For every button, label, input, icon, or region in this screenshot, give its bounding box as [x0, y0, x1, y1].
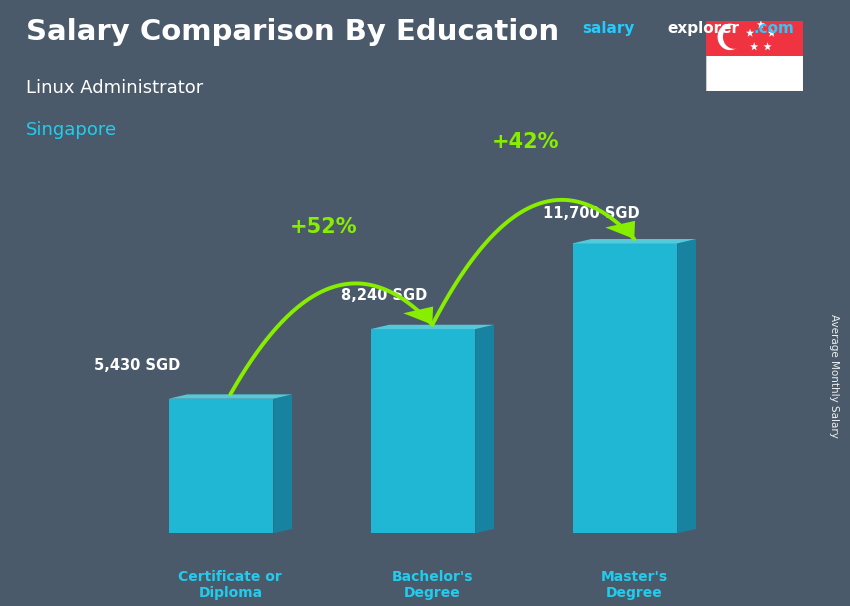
Polygon shape [573, 239, 696, 244]
Text: salary: salary [582, 21, 635, 36]
Polygon shape [573, 244, 677, 533]
Text: Singapore: Singapore [26, 121, 116, 139]
Circle shape [723, 25, 745, 48]
Polygon shape [763, 42, 772, 50]
Text: Certificate or
Diploma: Certificate or Diploma [178, 570, 282, 600]
Text: Master's
Degree: Master's Degree [601, 570, 668, 600]
Text: 5,430 SGD: 5,430 SGD [94, 358, 180, 373]
Text: .com: .com [754, 21, 795, 36]
Polygon shape [768, 28, 776, 37]
Text: +52%: +52% [290, 218, 358, 238]
Polygon shape [756, 20, 765, 28]
Polygon shape [717, 24, 742, 50]
Text: Salary Comparison By Education: Salary Comparison By Education [26, 18, 558, 46]
Polygon shape [475, 325, 494, 533]
Polygon shape [605, 221, 635, 239]
Text: 11,700 SGD: 11,700 SGD [542, 206, 639, 221]
Polygon shape [371, 325, 494, 329]
Text: +42%: +42% [492, 132, 559, 152]
Polygon shape [751, 42, 758, 50]
Text: Linux Administrator: Linux Administrator [26, 79, 203, 97]
Text: explorer: explorer [667, 21, 740, 36]
Polygon shape [168, 395, 292, 399]
Text: Average Monthly Salary: Average Monthly Salary [829, 314, 839, 438]
Polygon shape [706, 21, 803, 56]
Polygon shape [403, 307, 434, 325]
Text: 8,240 SGD: 8,240 SGD [341, 288, 427, 303]
Text: Bachelor's
Degree: Bachelor's Degree [392, 570, 473, 600]
Polygon shape [168, 399, 274, 533]
Polygon shape [706, 21, 803, 91]
Polygon shape [677, 239, 696, 533]
Polygon shape [746, 28, 754, 37]
Polygon shape [274, 395, 292, 533]
Polygon shape [371, 329, 475, 533]
